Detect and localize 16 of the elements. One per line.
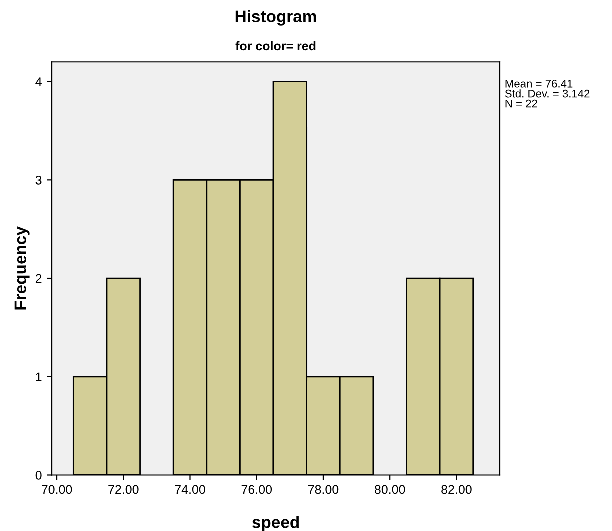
x-tick-label: 74.00: [175, 485, 206, 494]
chart-title: Histogram: [236, 10, 316, 26]
y-tick-label: 0: [36, 471, 42, 480]
y-tick-label: 2: [36, 274, 42, 284]
y-tick-label: 4: [36, 78, 42, 86]
y-tick-label: 1: [36, 372, 42, 382]
x-tick-label: 70.00: [42, 485, 72, 494]
y-axis-title: Frequency: [14, 226, 30, 310]
chart-subtitle: for color= red: [236, 41, 316, 51]
x-tick-label: 76.00: [242, 485, 272, 494]
x-tick-label: 82.00: [442, 485, 472, 494]
text: Mean = 76.41 Std. Dev. = 3.142 N = 22: [505, 80, 590, 108]
x-tick-label: 80.00: [374, 485, 406, 494]
x-tick-label: 78.00: [308, 485, 339, 494]
y-tick-label: 3: [36, 176, 42, 185]
x-tick-label: 72.00: [108, 485, 139, 494]
